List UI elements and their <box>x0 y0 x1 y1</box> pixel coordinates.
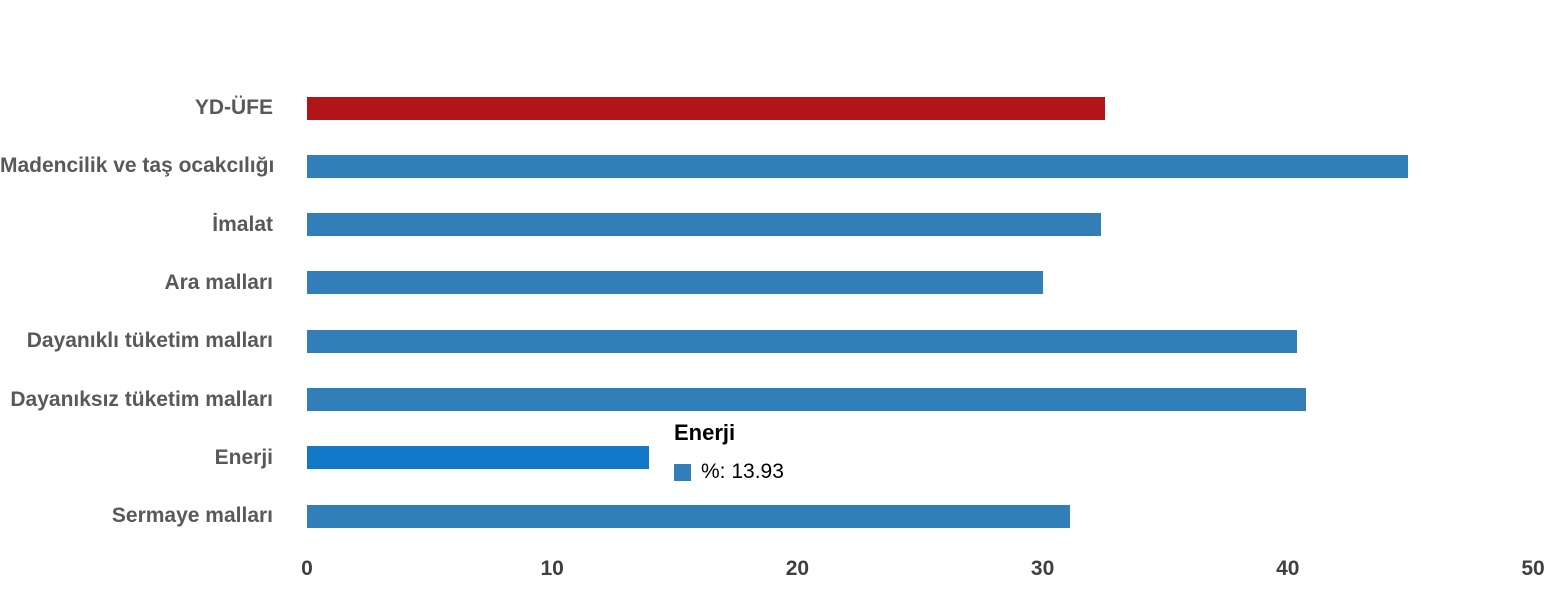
x-axis-tick-label: 30 <box>1030 557 1055 580</box>
category-label: Enerji <box>214 445 273 469</box>
bar-series-1[interactable] <box>307 154 1408 178</box>
bar-series-7[interactable] <box>307 504 1071 528</box>
category-label: Dayanıksız tüketim malları <box>10 387 273 411</box>
tooltip-value-row: %: 13.93 <box>674 460 784 484</box>
bar-series-3[interactable] <box>307 271 1043 295</box>
tooltip-title: Enerji <box>674 420 736 445</box>
x-axis-tick-label: 40 <box>1276 557 1300 580</box>
x-axis-tick-label: 0 <box>301 557 313 580</box>
category-label: Dayanıklı tüketim malları <box>26 329 273 353</box>
bar-series-6[interactable] <box>307 446 649 470</box>
tooltip-value: %: 13.93 <box>701 460 784 483</box>
x-axis-tick-label: 20 <box>785 557 810 580</box>
category-label: Madencilik ve taş ocakcılığı <box>0 154 275 178</box>
category-label: İmalat <box>212 212 273 236</box>
category-label: Sermaye malları <box>111 504 273 528</box>
bar-series-2[interactable] <box>307 213 1101 237</box>
bar-series-4[interactable] <box>307 329 1297 353</box>
bar-accent-0[interactable] <box>307 96 1105 120</box>
bar-series-5[interactable] <box>307 388 1306 412</box>
tooltip: Enerji %: 13.93 <box>674 420 784 484</box>
category-label: YD-ÜFE <box>194 96 273 119</box>
x-axis-tick-label: 10 <box>540 557 564 580</box>
tooltip-series-marker-icon <box>674 463 691 481</box>
x-axis-tick-label: 50 <box>1521 557 1545 580</box>
category-label: Ara malları <box>164 270 273 294</box>
